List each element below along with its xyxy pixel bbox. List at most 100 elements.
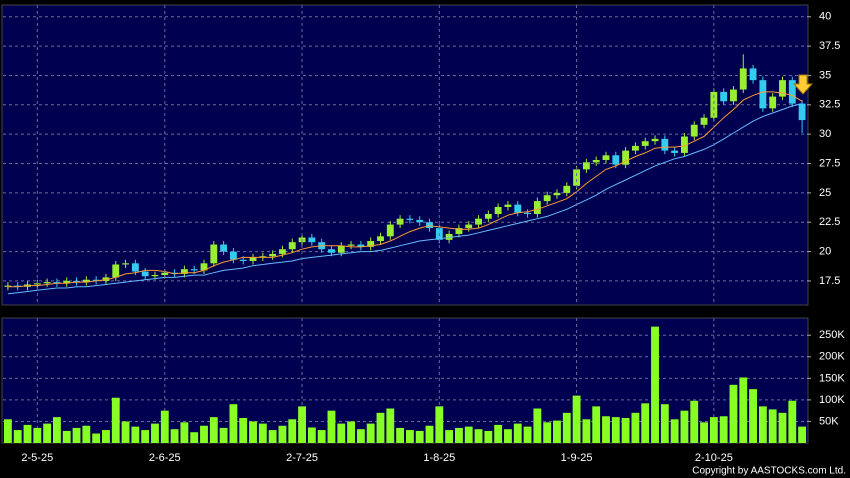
volume-bar — [219, 427, 228, 443]
x-tick-label: 2-6-25 — [149, 452, 181, 464]
volume-bar — [366, 423, 375, 443]
candle-body — [377, 236, 384, 242]
candle-body — [337, 245, 345, 253]
volume-bar — [758, 406, 767, 443]
candle-body — [279, 249, 286, 254]
candle-body — [720, 91, 728, 102]
x-tick-label: 2-5-25 — [21, 452, 53, 464]
volume-bar — [249, 421, 257, 443]
moving-average — [7, 91, 803, 288]
volume-bar — [729, 384, 738, 443]
candle-body — [641, 141, 649, 146]
volume-bar — [425, 425, 434, 443]
candle-body — [573, 169, 581, 186]
volume-bar — [504, 429, 512, 443]
volume-bar — [356, 429, 365, 443]
volume-bar — [200, 425, 208, 443]
volume-bar — [435, 406, 444, 443]
candle-body — [63, 280, 71, 284]
volume-bar — [92, 433, 101, 443]
candle-body — [357, 244, 365, 247]
volume-bar — [278, 425, 287, 443]
x-tick-label: 2-7-25 — [286, 452, 318, 464]
candle-body — [347, 244, 355, 246]
volume-bar — [33, 427, 42, 443]
volume-bar — [298, 406, 306, 443]
candle-body — [53, 282, 61, 284]
candle-body — [4, 285, 12, 287]
y-tick-label: 100K — [819, 394, 845, 406]
y-tick-label: 200K — [819, 351, 845, 363]
volume-bar — [209, 417, 218, 443]
candle-body — [288, 242, 296, 250]
volume-bar — [690, 400, 699, 443]
volume-bar — [43, 423, 52, 443]
y-tick-label: 50K — [819, 415, 839, 427]
moving-average — [7, 103, 803, 295]
candle-body — [102, 277, 110, 281]
volume-bar — [641, 403, 650, 443]
volume-bar — [562, 412, 571, 443]
volume-bar — [719, 416, 728, 443]
volume-bar — [337, 423, 346, 443]
volume-bar — [553, 420, 561, 443]
candle-body — [229, 251, 237, 260]
candle-body — [602, 155, 610, 160]
volume-bar — [229, 404, 238, 443]
volume-bar — [523, 426, 532, 443]
volume-bar — [611, 417, 620, 443]
volume-bar — [258, 423, 267, 443]
candle-body — [690, 124, 698, 137]
candle-body — [739, 68, 747, 90]
candle-body — [269, 253, 277, 257]
volume-bar — [768, 409, 777, 443]
candle-body — [210, 244, 218, 264]
candle-body — [131, 263, 139, 272]
volume-bar — [62, 430, 71, 443]
candle-body — [465, 224, 473, 229]
candle-body — [190, 269, 198, 271]
volume-bar — [288, 419, 297, 443]
volume-bar — [327, 410, 336, 443]
candle-body — [788, 80, 796, 104]
volume-bar — [582, 419, 591, 443]
volume-bar — [680, 410, 689, 443]
candle-body — [151, 275, 159, 277]
volume-bar — [543, 422, 552, 443]
volume-bar — [111, 397, 120, 443]
candle-body — [73, 280, 80, 283]
volume-bar — [739, 377, 748, 443]
x-tick-label: 2-10-25 — [695, 452, 733, 464]
volume-bar — [749, 389, 757, 443]
y-tick-label: 20 — [819, 245, 831, 257]
volume-bar — [621, 418, 630, 443]
volume-bar — [660, 404, 669, 443]
candle-body — [239, 259, 247, 261]
volume-bar — [160, 410, 169, 443]
candle-body — [779, 80, 786, 97]
plot-layer: 17.5 20 22.5 25 27.5 30 32.5 35 37.5 40 50K 100K 150… — [3, 5, 845, 464]
candle-body — [710, 91, 718, 118]
candle-body — [524, 212, 531, 215]
x-tick-label: 1-9-25 — [561, 452, 593, 464]
candle-body — [200, 263, 208, 271]
candle-body — [259, 256, 267, 258]
volume-bar — [445, 430, 454, 443]
candle-body — [563, 185, 571, 193]
y-tick-label: 250K — [819, 329, 845, 341]
candle-body — [122, 263, 129, 265]
y-tick-label: 27.5 — [819, 157, 840, 169]
y-tick-label: 40 — [819, 11, 831, 23]
candle-body — [612, 155, 620, 165]
candle-body — [494, 206, 502, 215]
y-tick-label: 35 — [819, 69, 831, 81]
candle-body — [730, 89, 737, 102]
y-tick-label: 30 — [819, 128, 831, 140]
candle-body — [661, 138, 669, 151]
volume-bar — [72, 427, 81, 443]
volume-bar — [53, 417, 61, 443]
candle-body — [112, 264, 120, 278]
volume-bar — [405, 430, 414, 443]
volume-bar — [572, 395, 581, 443]
volume-bar — [347, 421, 355, 443]
